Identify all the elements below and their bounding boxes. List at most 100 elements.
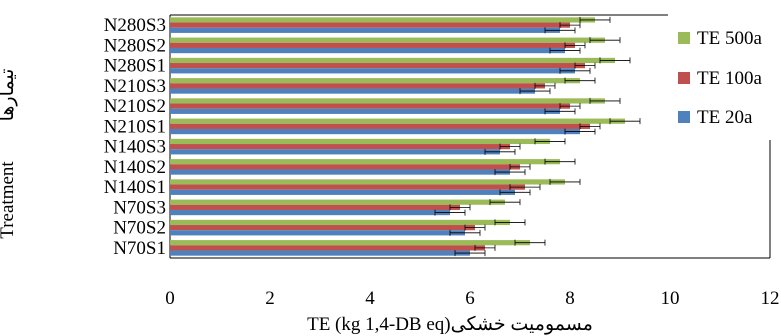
error-bar <box>534 82 556 89</box>
bar-N70S3-te-100a <box>170 204 460 210</box>
bar-N280S3-te-20a <box>170 27 560 33</box>
category-label: N210S2 <box>104 96 166 117</box>
error-bar <box>474 244 496 251</box>
error-bar <box>589 37 621 44</box>
bar-N70S1-te-500a <box>170 240 530 246</box>
error-bar <box>579 16 611 23</box>
legend-item: TE 100a <box>678 68 762 89</box>
error-bar <box>509 184 541 191</box>
x-axis-title-fa: مسمومیت خشکی <box>451 314 593 335</box>
x-axis-title: TE (kg 1,4-DB eq)مسمومیت خشکی <box>307 314 593 335</box>
legend-swatch <box>678 32 690 44</box>
bar-N280S3-te-500a <box>170 17 595 23</box>
category-label: N140S1 <box>104 177 166 198</box>
plot-frame <box>169 14 771 259</box>
bar-N140S1-te-100a <box>170 184 525 190</box>
legend-label: TE 20a <box>697 107 753 128</box>
category-label: N70S2 <box>113 218 166 239</box>
error-bar <box>544 158 576 165</box>
error-bar <box>589 97 621 104</box>
bar-N210S1-te-100a <box>170 123 590 129</box>
bar-N280S1-te-100a <box>170 63 585 69</box>
bar-N70S1-te-20a <box>170 250 470 256</box>
error-bar <box>559 103 581 110</box>
bar-N140S3-te-500a <box>170 138 550 145</box>
bar-N280S2-te-20a <box>170 47 565 54</box>
bar-N280S2-te-100a <box>170 42 575 48</box>
bar-N210S2-te-100a <box>170 103 570 109</box>
error-bars-group <box>434 16 641 257</box>
error-bar <box>489 199 521 206</box>
category-labels: N280S3N280S2N280S1N210S3N210S2N210S1N140… <box>104 15 166 259</box>
error-bar <box>609 118 641 125</box>
x-tick-label: 4 <box>365 288 375 309</box>
bar-N280S1-te-20a <box>170 68 575 74</box>
bar-N210S1-te-20a <box>170 128 580 135</box>
x-tick-label: 2 <box>265 288 275 309</box>
bar-N140S1-te-500a <box>170 179 565 185</box>
bar-N140S3-te-20a <box>170 149 500 155</box>
x-tick-label: 6 <box>465 288 475 309</box>
error-bar <box>549 178 581 185</box>
error-bar <box>449 204 471 211</box>
x-tick-label: 8 <box>565 288 575 309</box>
error-bar <box>564 77 596 84</box>
legend-label: TE 500a <box>697 28 762 49</box>
category-label: N210S1 <box>104 116 166 137</box>
bar-N70S2-te-500a <box>170 219 510 226</box>
error-bar <box>559 67 591 74</box>
error-bar <box>544 27 576 34</box>
x-axis-title-en: TE (kg 1,4-DB eq) <box>307 314 451 335</box>
x-tick-labels: 0 2 4 6 8 10 12 <box>165 288 779 309</box>
category-label: N70S3 <box>113 197 166 218</box>
bar-N280S2-te-500a <box>170 37 605 43</box>
category-label: N70S1 <box>113 238 166 259</box>
error-bar <box>494 169 526 176</box>
error-bar <box>514 239 546 246</box>
error-bar <box>544 108 576 115</box>
error-bar <box>454 250 486 257</box>
bar-N70S2-te-20a <box>170 230 465 236</box>
bar-N210S3-te-20a <box>170 88 535 94</box>
legend-swatch <box>678 72 690 84</box>
bar-N70S1-te-100a <box>170 245 485 251</box>
legend: TE 500a TE 100a TE 20a <box>678 28 762 128</box>
bar-N210S2-te-500a <box>170 98 605 104</box>
bar-N280S3-te-100a <box>170 22 570 28</box>
y-axis-title-en: Treatment <box>0 161 18 239</box>
bar-N140S2-te-20a <box>170 169 510 175</box>
bar-N70S3-te-500a <box>170 199 505 205</box>
bar-N280S1-te-500a <box>170 57 615 64</box>
error-bar <box>494 219 526 226</box>
error-bar <box>509 163 531 170</box>
error-bar <box>519 88 551 95</box>
category-label: N280S1 <box>104 56 166 77</box>
legend-item: TE 500a <box>678 28 762 49</box>
error-bar <box>499 143 521 150</box>
category-label: N210S3 <box>104 76 166 97</box>
error-bar <box>574 62 596 69</box>
bar-N140S2-te-100a <box>170 164 520 170</box>
bar-N140S1-te-20a <box>170 189 515 195</box>
category-label: N140S3 <box>104 137 166 158</box>
error-bar <box>534 138 566 145</box>
error-bar <box>579 123 601 130</box>
bar-N210S3-te-500a <box>170 78 580 84</box>
error-bar <box>559 22 581 29</box>
error-bar <box>549 47 581 54</box>
bar-N140S3-te-100a <box>170 144 510 150</box>
bar-N70S3-te-20a <box>170 209 450 216</box>
error-bar <box>464 224 486 231</box>
error-bar <box>484 148 516 155</box>
legend-swatch <box>678 111 690 123</box>
bar-N210S1-te-500a <box>170 118 625 124</box>
bar-N210S3-te-100a <box>170 83 545 89</box>
legend-item: TE 20a <box>678 107 753 128</box>
error-bar <box>564 42 586 49</box>
category-label: N280S2 <box>104 35 166 56</box>
x-tick-label: 12 <box>761 288 780 309</box>
bar-N140S2-te-500a <box>170 159 560 165</box>
legend-label: TE 100a <box>697 68 762 89</box>
y-axis-title-fa: تیمارها <box>0 69 18 122</box>
